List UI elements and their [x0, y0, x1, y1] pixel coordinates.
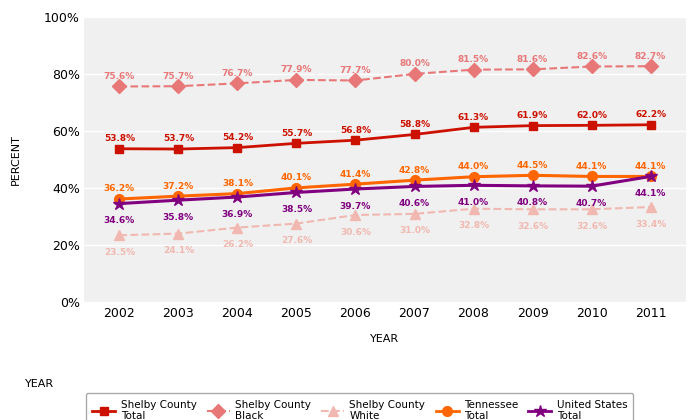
Text: 40.8%: 40.8%	[517, 198, 548, 207]
Text: 39.7%: 39.7%	[340, 202, 371, 210]
Text: 61.3%: 61.3%	[458, 113, 489, 122]
Text: 75.6%: 75.6%	[104, 72, 135, 81]
Text: 77.7%: 77.7%	[340, 66, 371, 75]
Text: 30.6%: 30.6%	[340, 228, 371, 236]
Text: PERCENT: PERCENT	[10, 134, 20, 185]
Text: 35.8%: 35.8%	[163, 213, 194, 222]
Text: 41.4%: 41.4%	[340, 170, 371, 178]
Text: 54.2%: 54.2%	[222, 133, 253, 142]
Text: 80.0%: 80.0%	[399, 59, 430, 68]
Text: YEAR: YEAR	[370, 334, 400, 344]
Text: 32.6%: 32.6%	[517, 222, 548, 231]
Legend: Shelby County
Total, Shelby County
Black, Shelby County
White, Tennessee
Total, : Shelby County Total, Shelby County Black…	[86, 393, 634, 420]
Text: 26.2%: 26.2%	[222, 240, 253, 249]
Text: 76.7%: 76.7%	[222, 69, 253, 78]
Text: 38.1%: 38.1%	[222, 179, 253, 188]
Text: 81.6%: 81.6%	[517, 55, 548, 64]
Text: 36.2%: 36.2%	[104, 184, 135, 194]
Text: 62.2%: 62.2%	[635, 110, 666, 119]
Text: 53.7%: 53.7%	[163, 134, 194, 144]
Text: YEAR: YEAR	[25, 379, 54, 389]
Text: 40.7%: 40.7%	[576, 199, 607, 207]
Text: 38.5%: 38.5%	[281, 205, 312, 214]
Text: 44.1%: 44.1%	[635, 162, 666, 171]
Text: 56.8%: 56.8%	[340, 126, 371, 135]
Text: 58.8%: 58.8%	[399, 120, 430, 129]
Text: 33.4%: 33.4%	[635, 220, 666, 228]
Text: 82.7%: 82.7%	[635, 52, 666, 60]
Text: 40.6%: 40.6%	[399, 199, 430, 208]
Text: 82.6%: 82.6%	[576, 52, 607, 61]
Text: 61.9%: 61.9%	[517, 111, 548, 120]
Text: 23.5%: 23.5%	[104, 248, 135, 257]
Text: 24.1%: 24.1%	[163, 246, 194, 255]
Text: 44.1%: 44.1%	[635, 189, 666, 198]
Text: 44.0%: 44.0%	[458, 162, 489, 171]
Text: 37.2%: 37.2%	[163, 181, 194, 191]
Text: 53.8%: 53.8%	[104, 134, 135, 143]
Text: 44.1%: 44.1%	[576, 162, 608, 171]
Text: 55.7%: 55.7%	[281, 129, 312, 138]
Text: 41.0%: 41.0%	[458, 198, 489, 207]
Text: 31.0%: 31.0%	[399, 226, 430, 235]
Text: 40.1%: 40.1%	[281, 173, 312, 182]
Text: 27.6%: 27.6%	[281, 236, 312, 245]
Text: 42.8%: 42.8%	[399, 165, 430, 175]
Text: 81.5%: 81.5%	[458, 55, 489, 64]
Text: 44.5%: 44.5%	[517, 161, 548, 170]
Text: 62.0%: 62.0%	[576, 111, 607, 120]
Text: 34.6%: 34.6%	[104, 216, 135, 225]
Text: 36.9%: 36.9%	[222, 210, 253, 218]
Text: 75.7%: 75.7%	[162, 72, 194, 81]
Text: 32.6%: 32.6%	[576, 222, 607, 231]
Text: 77.9%: 77.9%	[281, 66, 312, 74]
Text: 32.8%: 32.8%	[458, 221, 489, 230]
